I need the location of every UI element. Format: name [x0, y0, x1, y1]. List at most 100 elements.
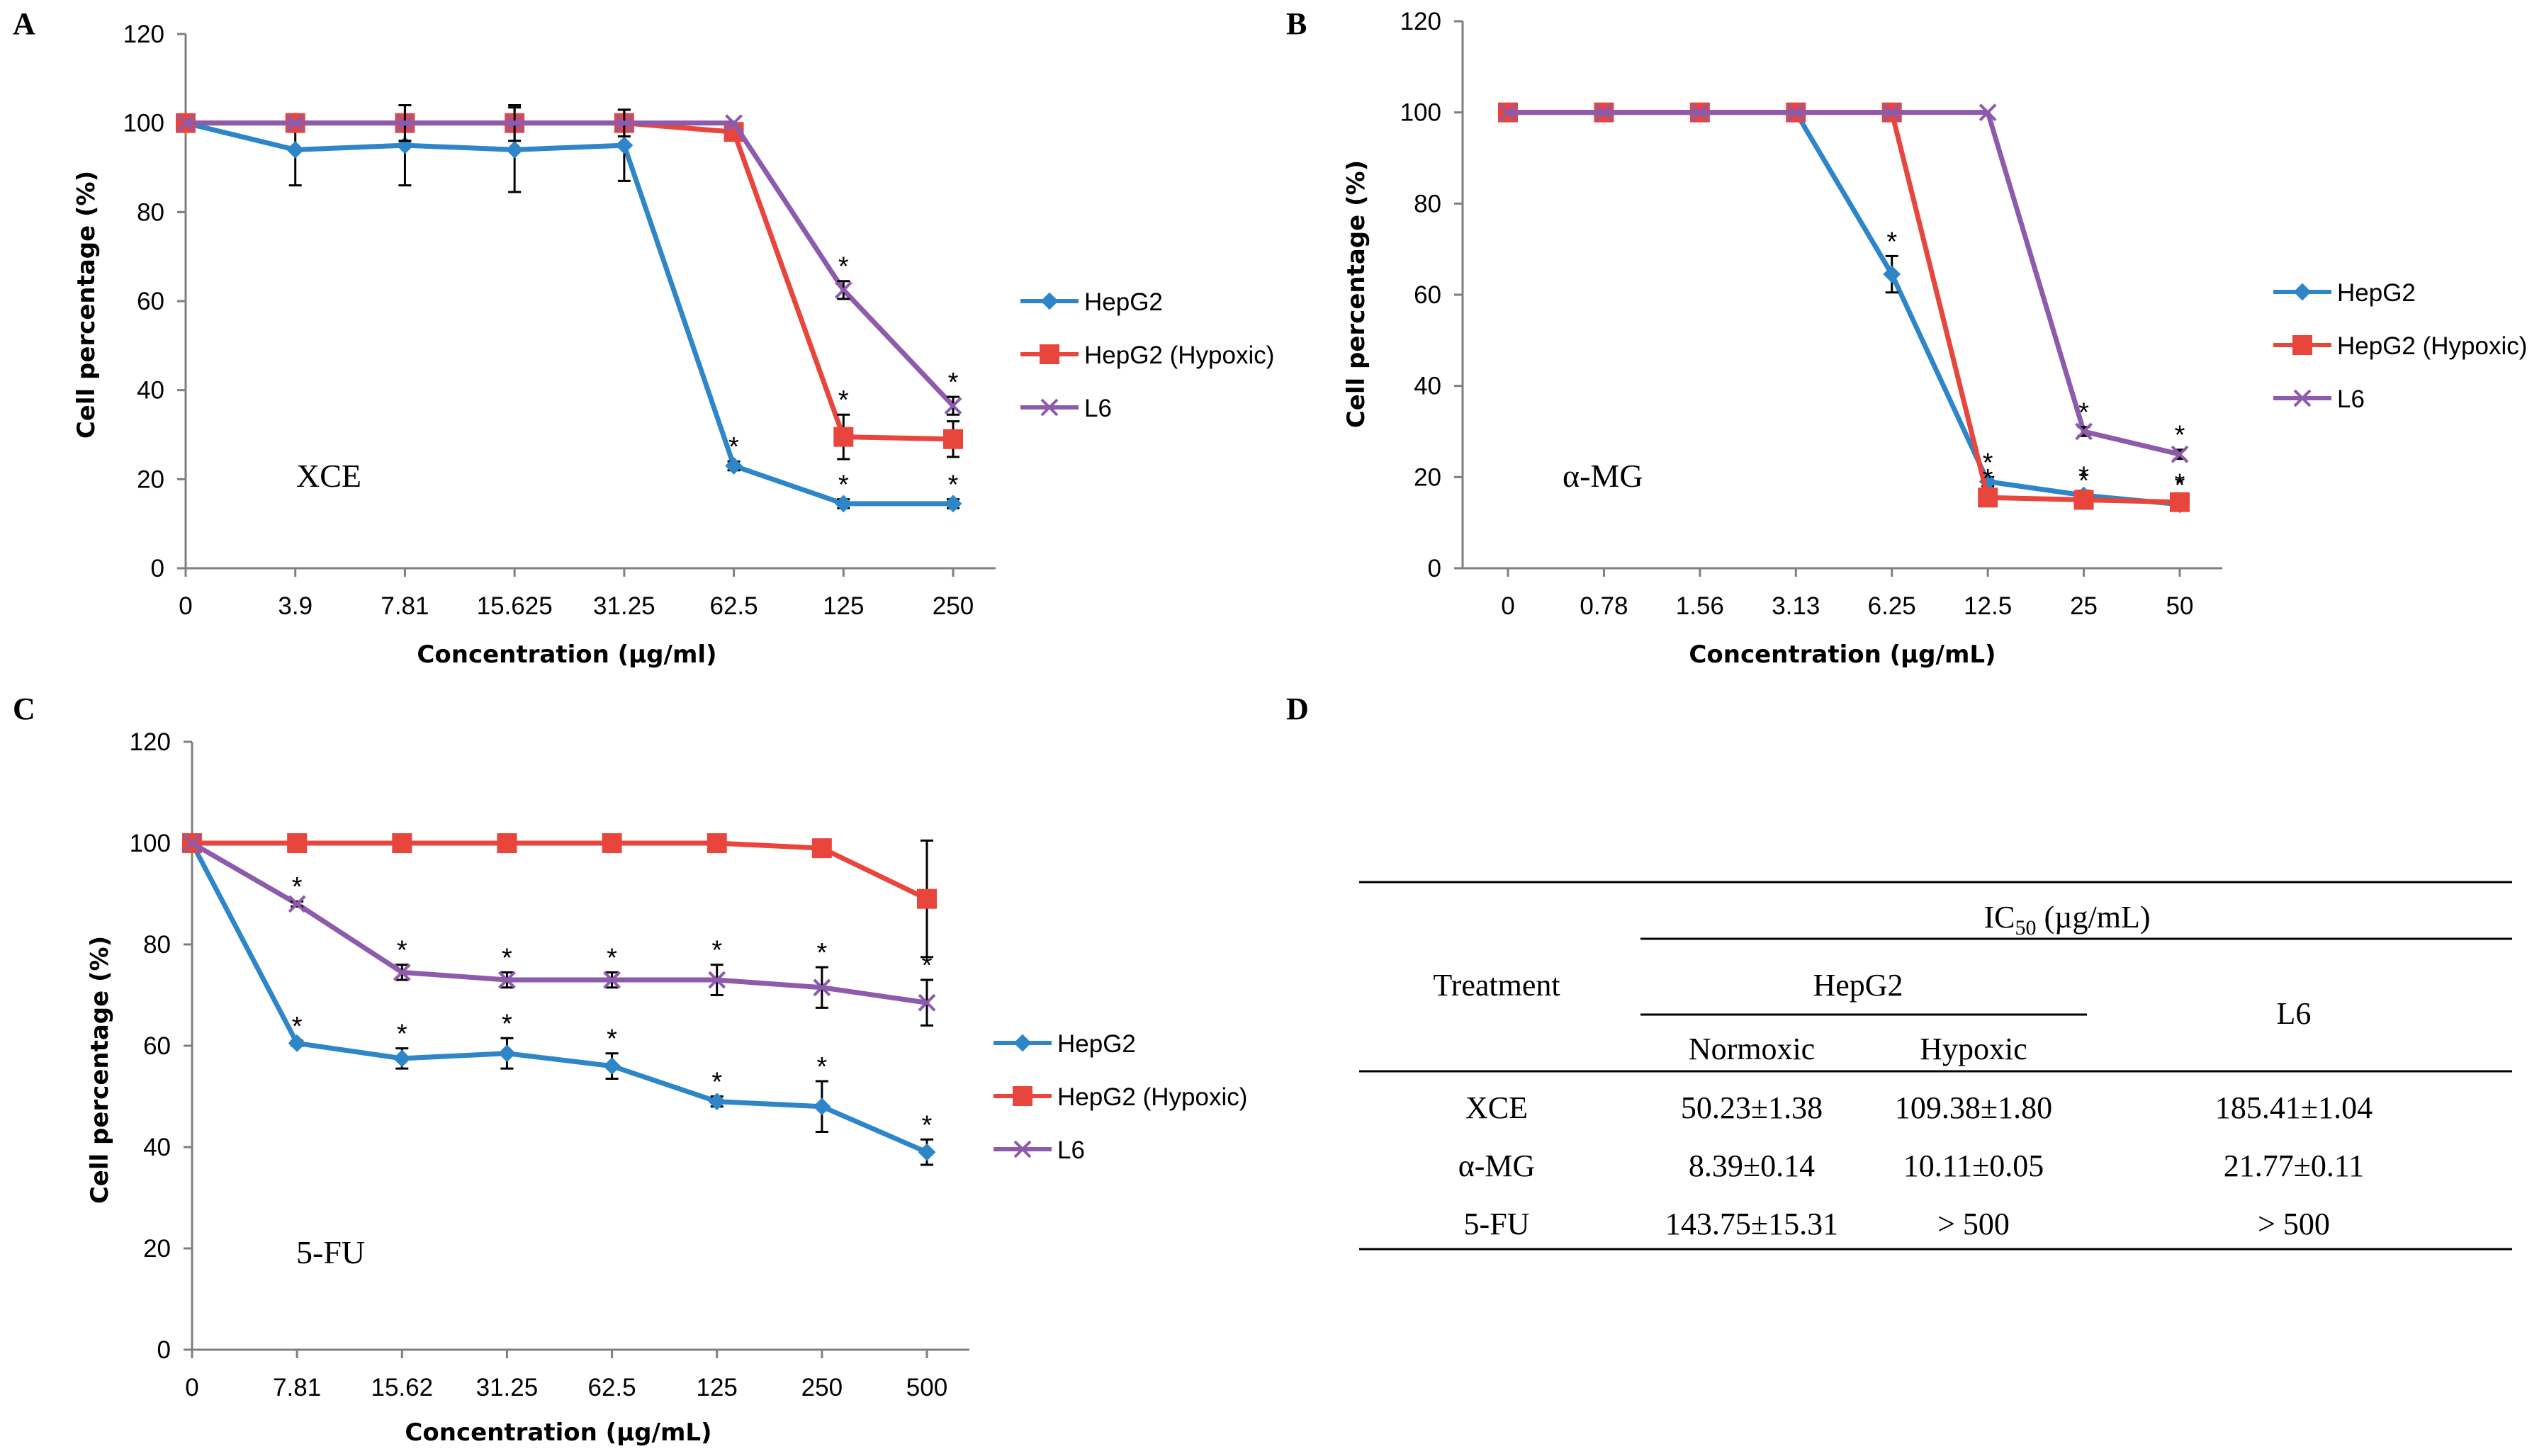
x-tick-label: 15.625 [477, 592, 553, 620]
data-point-l6 [1883, 103, 1901, 122]
legend-label-hepg2-c: HepG2 [1057, 1030, 1136, 1058]
legend-marker [1040, 398, 1059, 417]
significance-star: * [502, 1009, 512, 1039]
legend-swatch-hepg2 [2273, 283, 2331, 301]
series-l6: ** [176, 104, 962, 416]
legend-marker [1013, 1034, 1032, 1052]
data-point-l6 [1595, 103, 1613, 122]
legend-swatch-l6 [1020, 398, 1079, 417]
table-header-normoxic: Normoxic [1689, 1032, 1815, 1066]
data-point-l6 [1979, 103, 1997, 122]
legend-marker [2293, 283, 2312, 301]
data-point-l6 [1499, 103, 1517, 122]
series-line-hepg2-hypoxic [1508, 110, 2180, 505]
y-tick-label: 100 [123, 110, 164, 137]
x-tick-label: 7.81 [273, 1374, 321, 1401]
data-point-l6 [505, 114, 524, 132]
data-point-hepg2 [498, 1044, 516, 1063]
cell-normoxic: 143.75±15.31 [1665, 1207, 1838, 1241]
data-point-hepg2-hypoxic [287, 833, 308, 853]
y-axis-title-b: Cell percentage (%) [1342, 160, 1371, 428]
series-l6: * * * * * * * [183, 834, 936, 1027]
compound-label-xce: XCE [296, 458, 361, 494]
legend-label-l6-a: L6 [1084, 395, 1112, 422]
x-tick-label: 15.62 [371, 1374, 433, 1401]
data-point-l6 [393, 963, 411, 981]
legend-label-l6-b: L6 [2337, 385, 2365, 413]
x-tick-label: 1.56 [1676, 592, 1724, 620]
legend-swatch-l6 [994, 1140, 1052, 1158]
y-tick-label: 100 [130, 830, 171, 857]
significance-star: * [502, 943, 512, 973]
data-point-l6 [2075, 422, 2093, 441]
cell-l6: 21.77±0.11 [2224, 1149, 2365, 1183]
significance-star: * [2175, 421, 2185, 451]
y-tick-label: 20 [137, 465, 164, 493]
data-point-l6 [183, 834, 201, 852]
table-header-hepg2: HepG2 [1813, 968, 1903, 1003]
data-point-l6 [918, 993, 936, 1012]
y-tick-label: 120 [123, 21, 164, 48]
panel-d-ic50-table: D IC50 (µg/mL) Treatment HepG2 L6 Normox… [1286, 692, 2512, 1251]
significance-star: * [2078, 466, 2089, 496]
significance-star: * [728, 432, 739, 462]
legend-swatch-hepg2-hypoxic [2273, 335, 2331, 355]
legend-label-hepg2-hypoxic-b: HepG2 (Hypoxic) [2337, 332, 2527, 360]
cell-hypoxic: 10.11±0.05 [1903, 1149, 2044, 1183]
legend-label-hepg2-hypoxic-c: HepG2 (Hypoxic) [1057, 1083, 1247, 1111]
x-tick-label: 50 [2166, 592, 2194, 620]
y-tick-label: 120 [1400, 8, 1441, 35]
legend-swatch-hepg2 [994, 1034, 1052, 1052]
data-point-hepg2 [813, 1097, 831, 1116]
cell-hypoxic: 109.38±1.80 [1895, 1090, 2052, 1125]
data-point-hepg2-hypoxic [2073, 490, 2094, 510]
legend-marker [1040, 344, 1059, 364]
data-point-hepg2-hypoxic [707, 833, 727, 853]
series-line-l6 [191, 840, 928, 1005]
legend-marker [2293, 389, 2312, 407]
significance-star: * [948, 470, 959, 500]
data-point-hepg2-hypoxic [943, 429, 963, 449]
data-point-hepg2 [615, 136, 634, 154]
panel-letter-a: A [13, 6, 35, 41]
x-tick-label: 0 [179, 592, 192, 620]
significance-star: * [838, 252, 849, 282]
data-point-hepg2 [288, 1034, 306, 1052]
data-point-l6 [2171, 445, 2189, 463]
x-tick-label: 250 [933, 592, 974, 620]
cell-normoxic: 8.39±0.14 [1689, 1149, 1815, 1183]
panel-letter-b: B [1286, 6, 1307, 41]
compound-label-5fu: 5-FU [296, 1234, 365, 1270]
x-tick-label: 0 [1501, 592, 1514, 620]
cell-treatment: α-MG [1458, 1149, 1536, 1183]
ic50-unit: (µg/mL) [2037, 900, 2151, 935]
panel-b: B α-MG Concentration (µg/mL) Cell percen… [1286, 6, 2527, 669]
significance-star: * [292, 1012, 303, 1042]
data-point-hepg2 [918, 1143, 936, 1161]
panel-c: C 5-FU Concentration (µg/mL) Cell percen… [13, 692, 1247, 1447]
x-tick-label: 125 [823, 592, 864, 620]
cell-l6: 185.41±1.04 [2215, 1090, 2373, 1125]
series-line-hepg2 [189, 842, 928, 1155]
y-tick-label: 40 [143, 1134, 171, 1161]
data-point-l6 [603, 971, 621, 989]
y-tick-label: 0 [151, 555, 164, 582]
data-point-hepg2 [393, 1049, 411, 1068]
cell-normoxic: 50.23±1.38 [1681, 1090, 1823, 1125]
series-line-hepg2 [185, 120, 953, 507]
y-tick-label: 100 [1400, 99, 1441, 127]
data-point-l6 [288, 895, 306, 913]
cell-treatment: XCE [1465, 1090, 1528, 1125]
table-header-treatment: Treatment [1433, 968, 1560, 1003]
legend-label-hepg2-hypoxic-a: HepG2 (Hypoxic) [1084, 342, 1274, 369]
y-tick-label: 60 [143, 1032, 171, 1060]
y-tick-label: 40 [1414, 373, 1441, 400]
series-hepg2: ** * * [1499, 103, 2189, 514]
ic50-subscript: 50 [2015, 916, 2037, 939]
y-tick-label: 60 [137, 288, 164, 315]
significance-star: * [922, 951, 933, 981]
data-point-hepg2 [505, 140, 524, 159]
significance-star: * [1886, 227, 1897, 256]
data-point-hepg2 [286, 140, 305, 159]
significance-star: * [397, 936, 407, 966]
